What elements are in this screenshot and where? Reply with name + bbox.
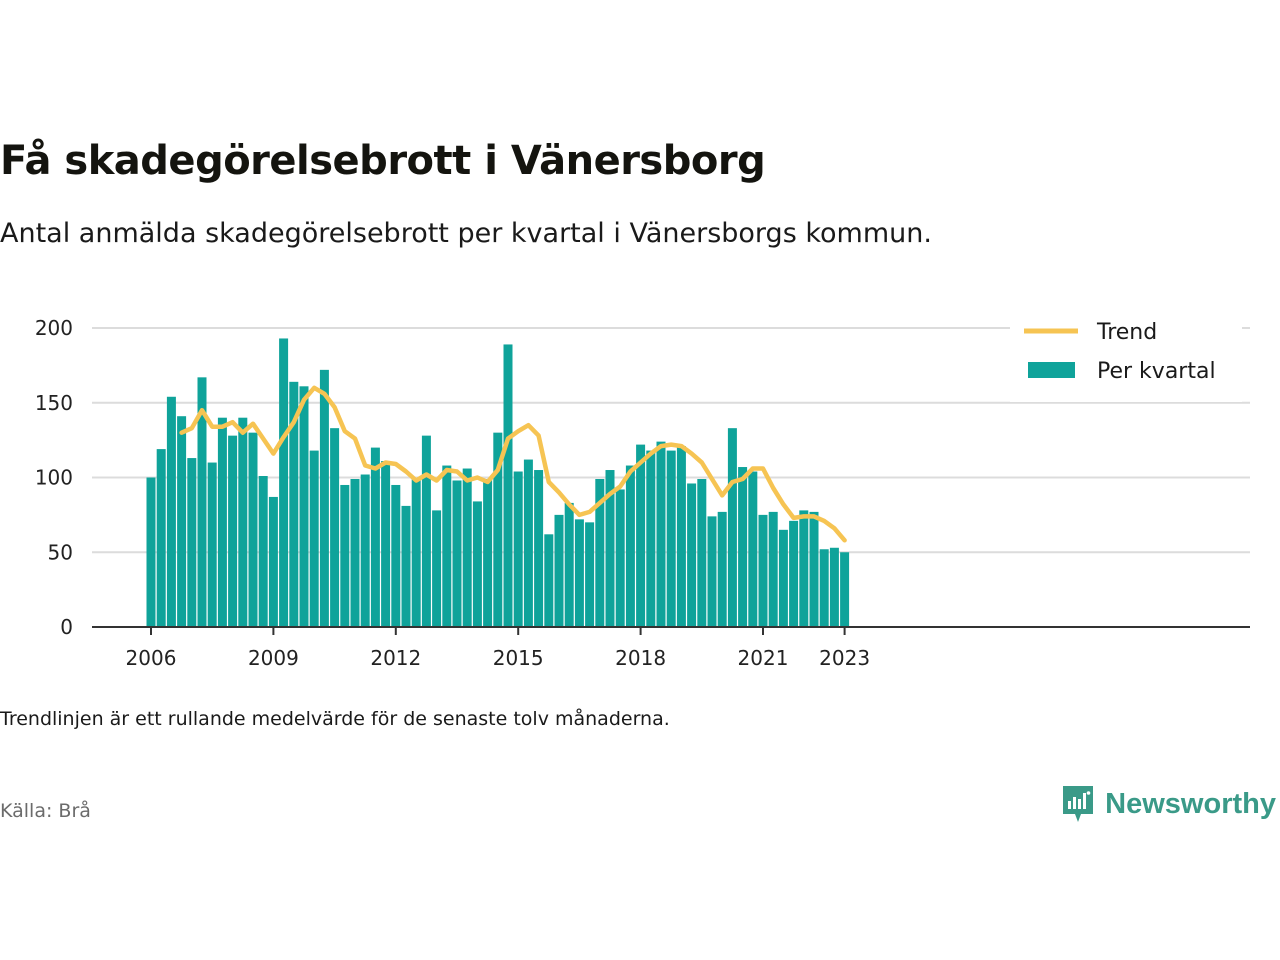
bar xyxy=(197,377,207,627)
bar xyxy=(391,484,401,627)
bar xyxy=(289,381,299,627)
bar xyxy=(146,477,156,627)
chart-subtitle: Antal anmälda skadegörelsebrott per kvar… xyxy=(0,218,932,249)
bar xyxy=(585,522,595,627)
bar xyxy=(411,478,421,627)
bar xyxy=(330,428,340,627)
bar xyxy=(513,471,523,627)
brand-name: Newsworthy xyxy=(1105,787,1276,820)
bar xyxy=(268,496,278,627)
bar xyxy=(401,505,411,627)
bar xyxy=(370,447,380,627)
brand-logo: Newsworthy xyxy=(1061,784,1276,824)
bar xyxy=(534,470,544,627)
bar xyxy=(177,416,187,627)
bar xyxy=(207,462,217,627)
legend-trend-label: Trend xyxy=(1096,320,1157,345)
bar xyxy=(421,435,431,627)
bar xyxy=(483,478,493,627)
source-note: Källa: Brå xyxy=(0,800,91,822)
bar xyxy=(656,441,666,627)
bar xyxy=(248,432,258,627)
y-tick-label: 100 xyxy=(35,466,73,490)
bar xyxy=(258,476,268,627)
bar xyxy=(676,446,686,627)
bar xyxy=(564,502,574,627)
bar xyxy=(707,516,717,627)
bar xyxy=(309,450,319,627)
bar xyxy=(156,449,166,627)
bar xyxy=(738,467,748,627)
bar xyxy=(778,529,788,627)
bar xyxy=(279,338,289,627)
bar xyxy=(299,386,309,627)
bar xyxy=(819,549,829,627)
bar xyxy=(360,474,370,627)
x-tick-label: 2021 xyxy=(738,646,789,670)
newsworthy-logo-icon xyxy=(1063,786,1094,822)
trend-line xyxy=(179,385,847,543)
bar xyxy=(217,417,227,627)
bar xyxy=(554,514,564,627)
bar-series xyxy=(146,338,850,627)
x-tick-label: 2023 xyxy=(819,646,870,670)
x-tick-label: 2006 xyxy=(126,646,177,670)
bar xyxy=(697,478,707,627)
trend-series xyxy=(179,385,847,543)
bar xyxy=(605,470,615,627)
legend-bar-label: Per kvartal xyxy=(1097,359,1216,384)
x-tick-label: 2009 xyxy=(248,646,299,670)
bar xyxy=(340,484,350,627)
bar xyxy=(646,450,656,627)
bar xyxy=(768,511,778,627)
chart-svg: 0 50 100 150 200 2006 2009 2012 2015 2018 2021 202… xyxy=(35,314,1250,670)
bar xyxy=(799,510,809,627)
bar xyxy=(523,459,533,627)
bar xyxy=(727,428,737,627)
bar xyxy=(748,471,758,627)
bar xyxy=(503,344,513,627)
bar xyxy=(544,534,554,627)
bar xyxy=(574,519,584,627)
x-tick-label: 2018 xyxy=(615,646,666,670)
bar xyxy=(166,396,176,627)
bar xyxy=(187,458,197,627)
y-tick-label: 50 xyxy=(48,540,73,564)
bar xyxy=(442,465,452,627)
y-tick-label: 150 xyxy=(35,391,73,415)
bar xyxy=(381,461,391,627)
legend-bar-swatch xyxy=(1028,362,1075,378)
bar xyxy=(666,450,676,627)
bar xyxy=(717,511,727,627)
bar xyxy=(319,369,329,627)
bar xyxy=(452,480,462,627)
bar xyxy=(462,468,472,627)
bar xyxy=(758,514,768,627)
y-tick-label: 0 xyxy=(60,615,73,639)
y-axis: 0 50 100 150 200 xyxy=(35,316,73,639)
bar xyxy=(829,547,839,627)
bar xyxy=(472,501,482,627)
bar xyxy=(789,520,799,627)
bar xyxy=(809,511,819,627)
bar xyxy=(636,444,646,627)
bar xyxy=(687,483,697,627)
bar xyxy=(595,478,605,627)
bar xyxy=(238,417,248,627)
bar xyxy=(840,552,850,627)
legend: Trend Per kvartal xyxy=(1010,314,1242,402)
bar xyxy=(625,465,635,627)
footnote: Trendlinjen är ett rullande medelvärde f… xyxy=(0,708,670,730)
bar xyxy=(432,510,442,627)
bar xyxy=(615,489,625,627)
chart-title: Få skadegörelsebrott i Vänersborg xyxy=(0,138,766,184)
x-axis: 2006 2009 2012 2015 2018 2021 2023 xyxy=(92,626,1250,670)
bar xyxy=(228,435,238,627)
x-tick-label: 2012 xyxy=(370,646,421,670)
x-tick-label: 2015 xyxy=(493,646,544,670)
bar xyxy=(493,432,503,627)
bar xyxy=(350,478,360,627)
y-tick-label: 200 xyxy=(35,316,73,340)
